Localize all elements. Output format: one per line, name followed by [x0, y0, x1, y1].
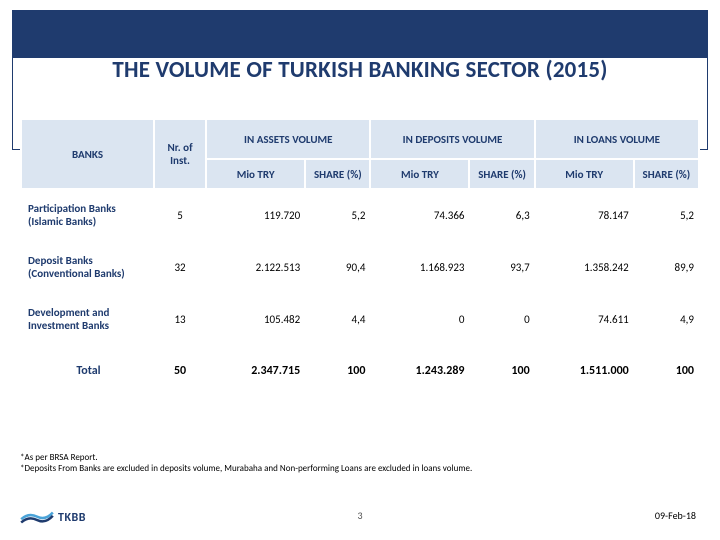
cell-loans-mio: 1.358.242 — [535, 241, 634, 293]
table-row-total: Total 50 2.347.715 100 1.243.289 100 1.5… — [21, 345, 699, 397]
header-assets-group: IN ASSETS VOLUME — [206, 119, 370, 159]
cell-loans-mio: 74.611 — [535, 293, 634, 345]
cell-nr: 5 — [154, 189, 206, 241]
cell-assets-share: 5,2 — [305, 189, 370, 241]
page-number: 3 — [0, 509, 720, 522]
footnote-line: *As per BRSA Report. — [20, 452, 472, 463]
cell-deposits-share: 93,7 — [469, 241, 534, 293]
header-deposits-group: IN DEPOSITS VOLUME — [370, 119, 534, 159]
cell-loans-share: 100 — [634, 345, 699, 397]
tkbb-logo: TKBB — [20, 505, 86, 530]
cell-assets-mio: 2.347.715 — [206, 345, 305, 397]
table-row: Participation Banks (Islamic Banks) 5 11… — [21, 189, 699, 241]
cell-loans-mio: 78.147 — [535, 189, 634, 241]
cell-deposits-mio: 1.168.923 — [370, 241, 469, 293]
cell-loans-share: 5,2 — [634, 189, 699, 241]
header-deposits-mio: Mio TRY — [370, 159, 469, 189]
header-nr-inst: Nr. of Inst. — [154, 119, 206, 189]
row-label: Development and Investment Banks — [21, 293, 154, 345]
header-banks: BANKS — [21, 119, 154, 189]
cell-loans-share: 4,9 — [634, 293, 699, 345]
footnotes: *As per BRSA Report. *Deposits From Bank… — [20, 452, 472, 475]
slide-title: THE VOLUME OF TURKISH BANKING SECTOR (20… — [0, 56, 720, 84]
cell-loans-share: 89,9 — [634, 241, 699, 293]
wave-icon — [20, 505, 54, 530]
cell-loans-mio: 1.511.000 — [535, 345, 634, 397]
cell-nr: 50 — [154, 345, 206, 397]
header-loans-mio: Mio TRY — [535, 159, 634, 189]
cell-nr: 32 — [154, 241, 206, 293]
header-loans-group: IN LOANS VOLUME — [535, 119, 699, 159]
header-assets-mio: Mio TRY — [206, 159, 305, 189]
footnote-line: *Deposits From Banks are excluded in dep… — [20, 463, 472, 474]
cell-assets-share: 4,4 — [305, 293, 370, 345]
cell-deposits-mio: 74.366 — [370, 189, 469, 241]
banking-table: BANKS Nr. of Inst. IN ASSETS VOLUME IN D… — [20, 118, 700, 398]
row-label: Deposit Banks (Conventional Banks) — [21, 241, 154, 293]
cell-deposits-mio: 0 — [370, 293, 469, 345]
header-loans-share: SHARE (%) — [634, 159, 699, 189]
cell-assets-share: 90,4 — [305, 241, 370, 293]
cell-deposits-share: 0 — [469, 293, 534, 345]
row-label: Participation Banks (Islamic Banks) — [21, 189, 154, 241]
cell-nr: 13 — [154, 293, 206, 345]
table-row: Development and Investment Banks 13 105.… — [21, 293, 699, 345]
date-stamp: 09-Feb-18 — [655, 509, 696, 522]
cell-assets-share: 100 — [305, 345, 370, 397]
cell-deposits-share: 100 — [469, 345, 534, 397]
header-deposits-share: SHARE (%) — [469, 159, 534, 189]
row-label: Total — [21, 345, 154, 397]
cell-deposits-share: 6,3 — [469, 189, 534, 241]
cell-assets-mio: 2.122.513 — [206, 241, 305, 293]
logo-text: TKBB — [58, 511, 86, 525]
table-row: Deposit Banks (Conventional Banks) 32 2.… — [21, 241, 699, 293]
header-assets-share: SHARE (%) — [305, 159, 370, 189]
cell-assets-mio: 119.720 — [206, 189, 305, 241]
cell-assets-mio: 105.482 — [206, 293, 305, 345]
cell-deposits-mio: 1.243.289 — [370, 345, 469, 397]
